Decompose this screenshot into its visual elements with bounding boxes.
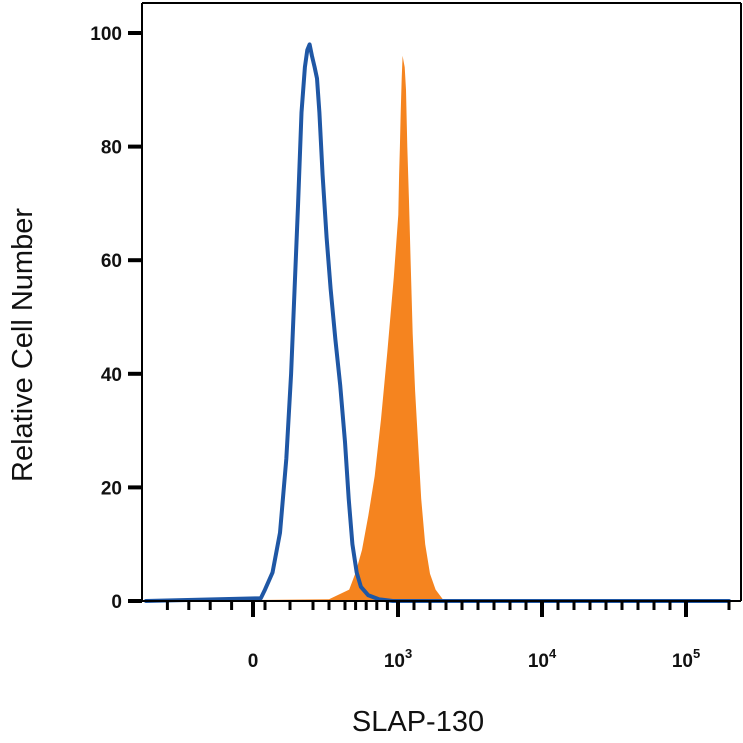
y-tick-label: 20 [101,478,122,499]
y-tick-label: 80 [101,138,122,159]
y-tick-label: 100 [90,24,122,45]
y-tick-label: 40 [101,365,122,386]
x-axis-title: SLAP-130 [352,706,484,738]
axes-layer [141,2,742,602]
y-axis-title: Relative Cell Number [7,208,39,482]
x-tick-label: 104 [528,646,557,672]
series-0-filled-histogram [146,55,729,601]
x-tick-label: 105 [672,646,700,672]
y-tick-label: 0 [111,592,122,613]
series-1-outline-histogram [144,42,731,603]
series-layer [144,42,731,603]
x-tick-label: 103 [384,646,412,672]
x-tick-label: 0 [248,651,259,672]
x-ticks: 0 103 104 105 [165,601,731,672]
y-ticks: 0 20 40 60 80 100 [90,24,142,613]
y-tick-label: 60 [101,251,122,272]
